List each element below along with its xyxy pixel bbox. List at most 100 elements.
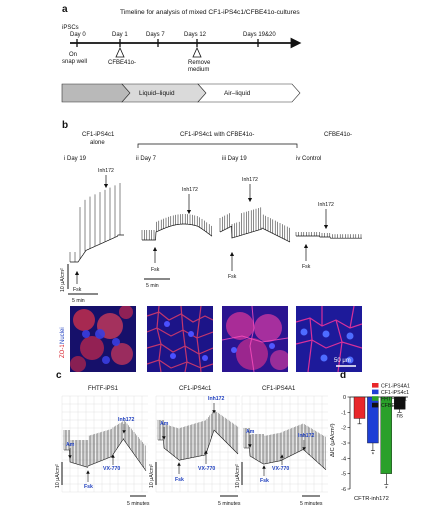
d-ytick-label: -4 — [341, 456, 346, 462]
d-ytick-label: -2 — [341, 426, 346, 432]
panel-a-letter: a — [62, 4, 68, 15]
b2-fsk-label: Fsk — [151, 267, 160, 273]
phase-2-label: Liquid–liquid — [139, 90, 175, 97]
d-ylabel: ΔIC (μA/cm²) — [330, 423, 336, 457]
micrograph-1 — [70, 306, 136, 372]
micro-label: ZO-1 Nuclei — [60, 327, 66, 358]
d-ytick-label: 0 — [343, 395, 346, 401]
b1-inh-label: Inh172 — [98, 168, 114, 174]
b4-inh-label: Inh172 — [318, 202, 334, 208]
d-xlabel: CFTR-inh172 — [354, 496, 389, 502]
d-legend-label-1: CF1-iPS4c1 — [381, 390, 409, 396]
panel-b-letter: b — [62, 120, 68, 131]
c3-vx-label: VX-770 — [272, 466, 289, 472]
c1-am-label: Am — [66, 442, 75, 448]
sub-iii-label: iii Day 19 — [222, 156, 247, 162]
d-legend-label-0: CF1-iPS4A1 — [381, 383, 410, 389]
c3-inh-label: Inh172 — [298, 433, 315, 439]
b4-fsk-label: Fsk — [302, 264, 311, 270]
panel-d-letter: d — [340, 370, 346, 381]
panel-c-grids — [61, 395, 328, 493]
c1-title: FHTF-iPS1 — [88, 386, 119, 392]
d-ytick-label: -6 — [341, 487, 346, 493]
panel-c-letter: c — [56, 370, 62, 381]
d-legend-swatch-3 — [372, 402, 379, 408]
b1-scale-y-label: 10 μA/cm² — [60, 268, 66, 292]
c3-title: CF1-iPS4A1 — [262, 386, 296, 392]
day1-note: CFBE41o- — [108, 60, 136, 66]
phase-3-label: Air–liquid — [224, 90, 251, 97]
panel-b-traces — [69, 183, 362, 263]
day0-note-2: snap well — [62, 59, 87, 65]
panel-d-chart: 0 -1 -2 -3 -4 -5 -6 ΔIC (μA/cm²) CFTR-inh172 * * ns… — [330, 383, 410, 502]
day-1-label: Day 1 — [112, 32, 128, 38]
group-2-label: CF1-iPS4c1 with CFBE41o- — [180, 132, 254, 138]
phase-arrow-3 — [197, 83, 301, 103]
b1-trace — [70, 234, 124, 263]
day1-triangle-icon — [115, 47, 125, 58]
b2-trace — [142, 223, 213, 241]
day0-note-1: On — [69, 52, 77, 58]
group-3-label: CFBE41o- — [324, 132, 352, 138]
c3-am-label: Am — [246, 429, 255, 435]
d-legend-swatch-0 — [372, 383, 379, 388]
d-legend-label-3: CFBE41o- — [381, 403, 405, 409]
c2-inh-label: Inh172 — [208, 396, 225, 402]
c1-fsk-label: Fsk — [84, 484, 93, 490]
group-1-label: CF1-iPS4c1 — [82, 132, 115, 138]
c2-vx-label: VX-770 — [198, 466, 215, 472]
c3-trace — [244, 447, 327, 471]
d-significance-3: ns — [397, 413, 403, 419]
sub-i-label: i Day 19 — [64, 156, 87, 162]
c3-scale-y-label: 10 μA/cm² — [235, 464, 241, 488]
c3-fsk-label: Fsk — [260, 478, 269, 484]
b2-inh-label: Inh172 — [182, 187, 198, 193]
b3-fsk-label: Fsk — [228, 274, 237, 280]
day12-triangle-icon — [192, 47, 202, 58]
day-7-label: Days 7 — [146, 32, 165, 38]
timeline-ticks — [76, 39, 259, 47]
b1-fsk-label: Fsk — [73, 287, 82, 293]
day12-note-2: medium — [188, 67, 209, 73]
d-significance-1: * — [372, 453, 375, 459]
micrograph-2 — [147, 306, 213, 372]
c1-vx-label: VX-770 — [103, 466, 120, 472]
d-ytick-label: -1 — [341, 410, 346, 416]
day-12-label: Days 12 — [184, 32, 207, 38]
micro-label-nuclei: Nuclei — [60, 327, 66, 344]
d-legend-swatch-1 — [372, 389, 379, 395]
d-bar-0 — [353, 396, 366, 419]
panel-a-title: Timeline for analysis of mixed CF1-iPS4c… — [120, 9, 300, 16]
group-1b-label: alone — [90, 140, 105, 146]
c1-scale-x-label: 5 minutes — [127, 501, 150, 507]
day12-note-1: Remove — [188, 60, 211, 66]
d-legend-swatch-2 — [372, 396, 379, 401]
sub-iv-label: iv Control — [296, 156, 321, 162]
c2-fsk-label: Fsk — [175, 477, 184, 483]
b4-trace — [296, 235, 362, 239]
b3-trace — [219, 225, 291, 243]
d-legend-label-2: FHTF-iPS1 — [381, 397, 407, 403]
c2-scale-x-label: 5 minutes — [218, 501, 241, 507]
c2-am-label: Am — [160, 421, 169, 427]
phase-arrow-1 — [61, 83, 131, 103]
c1-scale-y-label: 10 μA/cm² — [55, 464, 61, 488]
c2-trace — [158, 429, 239, 461]
panel-c-traces — [63, 410, 327, 471]
micro-label-zo: ZO-1 — [60, 344, 66, 358]
c1-trace — [64, 438, 147, 471]
c1-inh-label: Inh172 — [118, 417, 135, 423]
c3-scale-x-label: 5 minutes — [300, 501, 323, 507]
b2-scale-x-label: 5 min — [146, 283, 159, 289]
ipscs-label: iPSCs — [62, 25, 79, 31]
group-2-bracket — [137, 143, 298, 148]
micrograph-3 — [222, 306, 288, 372]
b1-scale-x-label: 5 min — [72, 298, 85, 304]
day-0-label: Day 0 — [70, 32, 86, 38]
micrograph-4: 50 μm — [296, 306, 362, 372]
b3-inh-label: Inh172 — [242, 177, 258, 183]
d-ytick-label: -3 — [341, 441, 346, 447]
day-19-label: Days 19&20 — [243, 32, 276, 38]
d-significance-2: * — [385, 486, 388, 492]
